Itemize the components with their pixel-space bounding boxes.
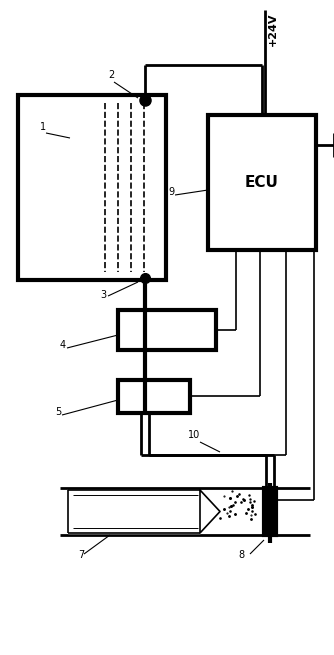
Bar [208, 115, 316, 250]
Bar [18, 95, 166, 280]
Text: ECU: ECU [245, 175, 279, 190]
Polygon shape [68, 490, 200, 533]
Bar [264, 488, 276, 535]
Polygon shape [200, 490, 220, 533]
Text: 1: 1 [40, 122, 46, 132]
Text: +24V: +24V [268, 12, 278, 45]
Text: 7: 7 [78, 550, 84, 560]
Bar [118, 380, 190, 413]
Text: 9: 9 [168, 187, 174, 197]
Text: 4: 4 [60, 340, 66, 350]
Text: 2: 2 [108, 70, 114, 80]
Bar [118, 310, 216, 350]
Text: 3: 3 [100, 290, 106, 300]
Text: 8: 8 [238, 550, 244, 560]
Text: 10: 10 [188, 430, 200, 440]
Text: 5: 5 [55, 407, 61, 417]
